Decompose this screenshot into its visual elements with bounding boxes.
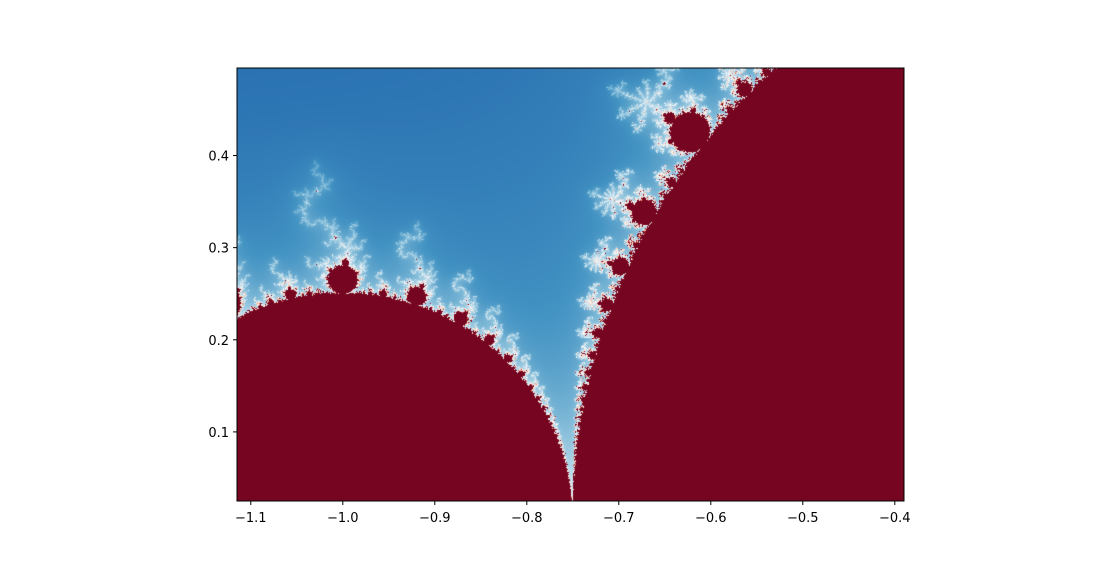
x-tick-label: −0.5 bbox=[787, 511, 819, 526]
x-tick-label: −1.0 bbox=[327, 511, 359, 526]
x-tick-label: −1.1 bbox=[235, 511, 267, 526]
x-tick-label: −0.9 bbox=[419, 511, 451, 526]
y-tick-label: 0.2 bbox=[208, 334, 229, 349]
plot-area bbox=[236, 67, 905, 502]
x-tick-label: −0.8 bbox=[511, 511, 543, 526]
x-axis: −1.1 −1.0 −0.9 −0.8 −0.7 −0.6 −0.5 −0.4 bbox=[235, 501, 911, 526]
y-tick-label: 0.1 bbox=[208, 426, 229, 441]
x-tick-label: −0.6 bbox=[695, 511, 727, 526]
fractal-heatmap bbox=[237, 68, 904, 501]
x-tick-label: −0.4 bbox=[879, 511, 911, 526]
y-axis: 0.1 0.2 0.3 0.4 bbox=[208, 150, 237, 441]
x-tick-label: −0.7 bbox=[603, 511, 635, 526]
y-tick-label: 0.4 bbox=[208, 150, 229, 165]
y-tick-label: 0.3 bbox=[208, 242, 229, 257]
axes-frame bbox=[236, 67, 905, 502]
